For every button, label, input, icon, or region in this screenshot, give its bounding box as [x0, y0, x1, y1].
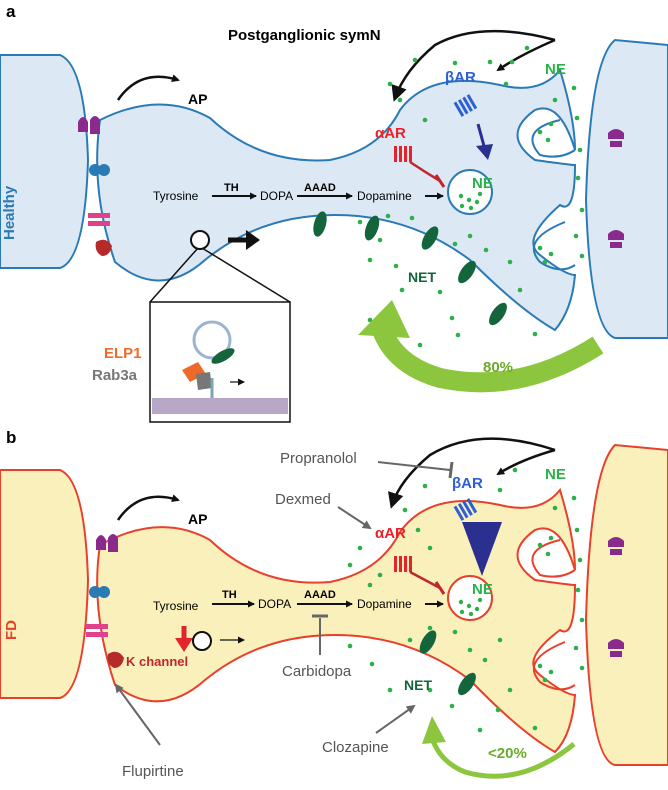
beta-ar-label-b: βAR: [452, 475, 483, 492]
healthy-side-label: Healthy: [1, 185, 18, 240]
ne-feedback-arrow-b: [388, 437, 556, 509]
reduced-transport-arrow: [175, 638, 193, 652]
net-transporters-a: [313, 211, 507, 326]
reuptake-percent-a: 80%: [483, 359, 513, 376]
ne-feedback-arrow-a: [391, 29, 556, 102]
propranolol-label: Propranolol: [280, 450, 357, 467]
ne-vesicle-b: [447, 575, 493, 621]
reuptake-arrow-b: [429, 737, 576, 779]
vesicle-ne-label-b: NE: [472, 581, 493, 598]
vesicle-ne-label-a: NE: [472, 175, 493, 192]
transport-vesicle-b: [192, 631, 212, 651]
inset-vesicle: [192, 320, 232, 360]
ion-channels-a: [78, 116, 112, 256]
clozapine-label: Clozapine: [322, 739, 389, 756]
carbidopa-label: Carbidopa: [282, 663, 352, 680]
beta-ar-receptor-b: [453, 498, 478, 521]
aaad-label-a: AAAD: [304, 182, 336, 194]
panel-b: b AP K channel Tyrosine TH DOPA AAAD Dop…: [0, 428, 668, 780]
ne-vesicle-a: [447, 169, 493, 215]
rab3a-protein: [196, 372, 212, 390]
ap-label-a: AP: [188, 91, 207, 107]
dopa-label-a: DOPA: [260, 189, 293, 203]
ap-label-b: AP: [188, 511, 207, 527]
cleft-ne-dots-a: [357, 45, 585, 348]
dexmed-label: Dexmed: [275, 491, 331, 508]
alpha-ar-label-b: αAR: [375, 525, 406, 542]
tyrosine-label-b: Tyrosine: [153, 599, 199, 613]
cleft-ne-label-b: NE: [545, 466, 566, 483]
tyrosine-label-a: Tyrosine: [153, 189, 199, 203]
th-label-b: TH: [222, 589, 237, 601]
dopamine-label-b: Dopamine: [357, 597, 412, 611]
ap-arrow: [116, 74, 180, 101]
right-cell-fd: [584, 443, 668, 766]
elp1-label: ELP1: [104, 345, 142, 362]
postsynaptic-receptors-b: [608, 537, 624, 657]
vesicle-ne-dots-a: [458, 191, 483, 211]
aaad-label-b: AAAD: [304, 589, 336, 601]
dopa-label-b: DOPA: [258, 597, 291, 611]
panel-a-letter: a: [6, 2, 16, 21]
flupirtine-label: Flupirtine: [122, 763, 184, 780]
fd-side-label: FD: [3, 620, 20, 640]
panel-a: a Postganglionic symN AP Tyrosine TH DOP…: [0, 2, 668, 423]
transport-vesicle-a: [190, 230, 210, 250]
beta-ar-receptor-a: [453, 94, 478, 117]
release-bulge-upper: [531, 119, 576, 158]
net-label-a: NET: [408, 269, 436, 285]
dopamine-label-a: Dopamine: [357, 189, 412, 203]
reuptake-percent-b: <20%: [488, 745, 527, 762]
cleft-ne-label-a: NE: [545, 61, 566, 78]
beta-ar-label-a: βAR: [445, 69, 476, 86]
ion-channels-b: [86, 534, 124, 668]
th-label-a: TH: [224, 182, 239, 194]
rab3a-label: Rab3a: [92, 367, 138, 384]
inset-membrane: [152, 398, 288, 414]
alpha-ar-receptor-a: [394, 146, 412, 162]
release-bulge-lower: [532, 221, 576, 271]
beta-effect-arrow-b: [462, 522, 502, 576]
neuron-healthy: [96, 67, 577, 332]
left-cell-fd: [0, 469, 90, 699]
panel-a-title: Postganglionic symN: [228, 27, 381, 44]
neuron-fd: [96, 487, 577, 754]
reuptake-arrow-a: [372, 326, 604, 393]
right-cell-healthy: [584, 38, 668, 339]
net-transporters-b: [419, 630, 476, 696]
cleft-ne-dots-b: [347, 467, 585, 733]
panel-b-letter: b: [6, 428, 16, 447]
postsynaptic-receptors-a: [608, 129, 624, 248]
transport-arrow-a: [246, 230, 260, 250]
net-label-b: NET: [404, 677, 432, 693]
alpha-ar-receptor-b: [394, 556, 412, 572]
ap-arrow-b: [116, 494, 180, 521]
k-channel-label: K channel: [126, 654, 188, 669]
beta-effect-arrow-a: [476, 144, 493, 160]
alpha-ar-label-a: αAR: [375, 125, 406, 142]
left-cell-healthy: [0, 54, 90, 269]
